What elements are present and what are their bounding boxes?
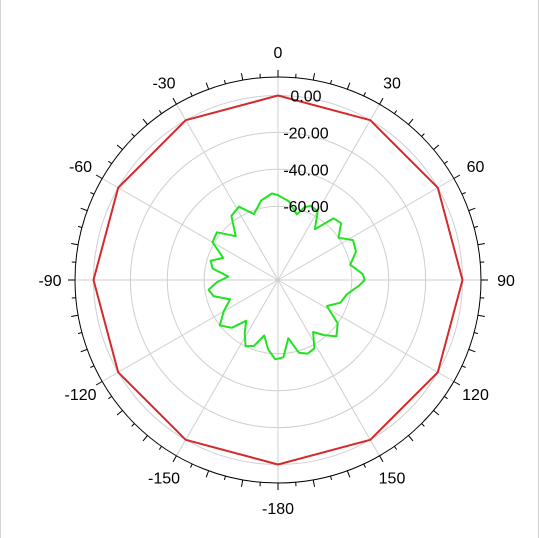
angular-tick-mark [421, 133, 425, 137]
radial-gridline [277, 178, 455, 281]
radial-tick-label: 0.00 [290, 89, 321, 106]
angular-tick-mark [468, 348, 476, 353]
angular-tick-mark [453, 381, 461, 386]
angular-tick-label: 60 [467, 159, 485, 176]
grid-circle [203, 205, 353, 355]
angular-tick-mark [205, 470, 210, 478]
angular-tick-mark [346, 470, 351, 478]
angular-tick-mark [71, 314, 79, 317]
angular-tick-mark [346, 82, 351, 90]
angular-tick-mark [312, 73, 315, 81]
angular-tick-mark [473, 225, 479, 228]
angular-tick-mark [116, 144, 123, 150]
radial-gridline [176, 103, 279, 281]
angular-tick-mark [190, 463, 193, 468]
grid-circle [166, 168, 390, 392]
angular-tick-mark [108, 395, 112, 400]
angular-tick-label: -90 [38, 273, 61, 290]
grid-circle [129, 131, 427, 429]
angular-tick-mark [421, 423, 425, 427]
angular-tick-label: -150 [148, 471, 180, 488]
angular-tick-label: 0 [274, 45, 283, 62]
angular-tick-mark [158, 446, 163, 450]
angular-tick-mark [363, 463, 366, 468]
angular-tick-mark [453, 174, 461, 179]
radial-gridline [176, 279, 279, 457]
angular-tick-mark [77, 332, 83, 335]
angular-tick-label: 150 [379, 471, 406, 488]
angular-tick-mark [473, 332, 479, 335]
angular-tick-mark [379, 97, 384, 105]
angular-tick-mark [172, 455, 177, 463]
angular-tick-mark [379, 455, 384, 463]
series-line-0 [92, 94, 464, 466]
angular-tick-mark [77, 225, 83, 228]
angular-tick-mark [461, 192, 466, 195]
angular-tick-mark [241, 73, 244, 81]
angular-tick-mark [80, 207, 88, 212]
angular-tick-mark [116, 410, 123, 416]
angular-tick-mark [205, 82, 210, 90]
angular-tick-mark [131, 423, 135, 427]
radial-gridline [277, 279, 380, 457]
angular-tick-mark [190, 92, 193, 97]
angular-tick-mark [468, 207, 476, 212]
angular-tick-mark [71, 243, 79, 246]
angular-tick-mark [330, 79, 333, 85]
series-line-1 [207, 192, 366, 361]
angular-tick-mark [477, 243, 485, 246]
radial-gridline [101, 178, 279, 281]
angular-tick-mark [172, 97, 177, 105]
angular-tick-mark [444, 160, 448, 165]
angular-tick-mark [223, 475, 226, 481]
angular-tick-mark [142, 118, 148, 125]
radial-gridline [101, 279, 279, 382]
angular-tick-label: 120 [462, 387, 489, 404]
angular-tick-mark [433, 144, 440, 150]
angular-tick-mark [158, 110, 163, 114]
angular-tick-mark [108, 160, 112, 165]
angular-tick-mark [393, 110, 398, 114]
angular-tick-mark [80, 348, 88, 353]
angular-tick-mark [142, 435, 148, 442]
angular-tick-mark [223, 79, 226, 85]
angular-tick-mark [90, 192, 95, 195]
angular-tick-label: -180 [262, 501, 294, 518]
radial-tick-label: -40.00 [283, 162, 328, 179]
radial-gridline [277, 279, 455, 382]
angular-tick-label: -120 [64, 387, 96, 404]
angular-tick-mark [461, 365, 466, 368]
angular-tick-mark [95, 381, 103, 386]
angular-tick-mark [330, 475, 333, 481]
angular-tick-mark [363, 92, 366, 97]
angular-tick-label: 90 [497, 273, 515, 290]
angular-tick-mark [433, 410, 440, 416]
angular-tick-mark [95, 174, 103, 179]
angular-tick-mark [477, 314, 485, 317]
angular-tick-label: -30 [152, 76, 175, 93]
angular-tick-label: -60 [69, 159, 92, 176]
angular-tick-label: 30 [383, 76, 401, 93]
angular-tick-mark [408, 435, 414, 442]
angular-tick-mark [241, 479, 244, 487]
radial-tick-label: -60.00 [283, 199, 328, 216]
angular-tick-mark [408, 118, 414, 125]
angular-tick-mark [131, 133, 135, 137]
radial-tick-label: -20.00 [283, 125, 328, 142]
angular-tick-mark [444, 395, 448, 400]
angular-tick-mark [312, 479, 315, 487]
angular-tick-mark [90, 365, 95, 368]
angular-tick-mark [393, 446, 398, 450]
radial-gridline [277, 103, 380, 281]
